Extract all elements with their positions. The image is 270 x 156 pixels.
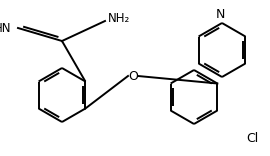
Text: Cl: Cl bbox=[246, 132, 258, 146]
Text: N: N bbox=[215, 7, 225, 20]
Text: NH₂: NH₂ bbox=[108, 12, 130, 24]
Text: HN: HN bbox=[0, 22, 11, 34]
Text: O: O bbox=[128, 70, 138, 83]
